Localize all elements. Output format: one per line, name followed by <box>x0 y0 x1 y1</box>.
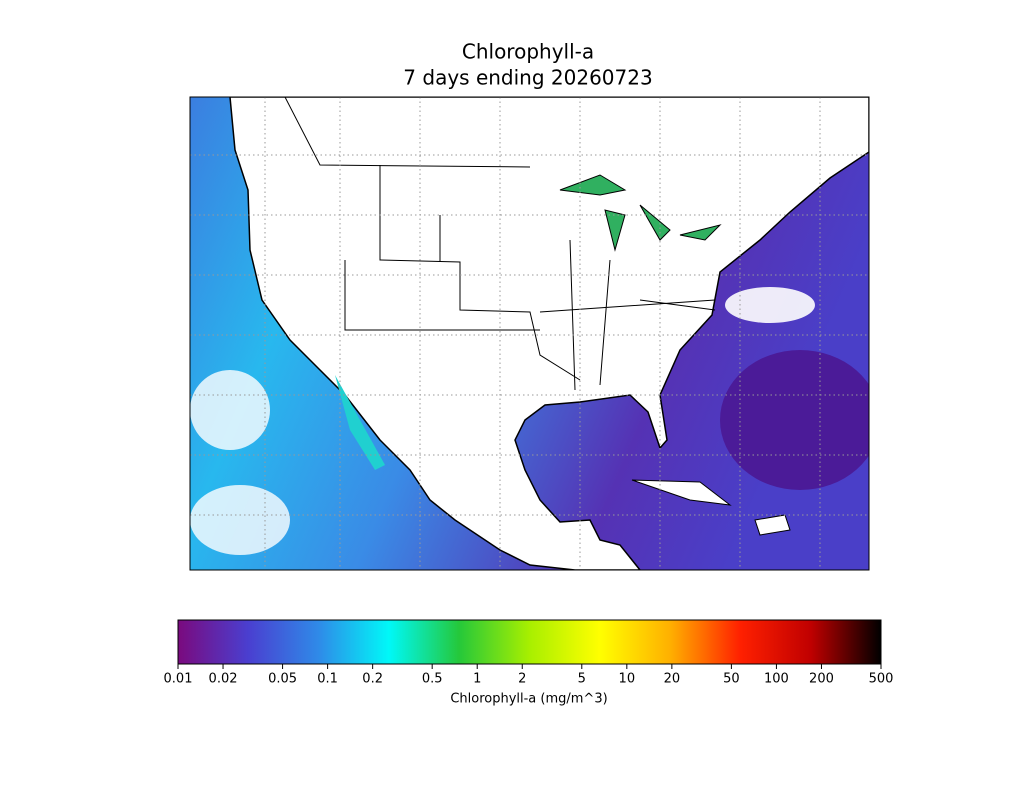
colorbar-tick-label: 100 <box>764 672 789 687</box>
colorbar-tick-label: 200 <box>809 672 834 687</box>
colorbar: 0.01 0.02 0.05 0.1 0.2 0.5 1 2 5 10 20 50 100 200 500 <box>164 619 894 687</box>
cloud <box>190 485 290 555</box>
cuba <box>631 479 732 506</box>
hispaniola <box>754 514 791 536</box>
map-frame <box>189 96 870 571</box>
colorbar-tick-label: 0.02 <box>209 672 238 687</box>
colorbar-tick-label: 2 <box>518 672 526 687</box>
cloud <box>725 287 815 323</box>
map <box>190 97 869 570</box>
colorbar-label: Chlorophyll-a (mg/m^3) <box>450 692 607 707</box>
colorbar-fill <box>177 619 882 665</box>
low-chl-area <box>720 350 869 490</box>
borders <box>284 97 716 391</box>
gulf-of-california <box>335 375 385 470</box>
title-line: Chlorophyll-a <box>462 40 594 64</box>
colorbar-tick-label: 10 <box>619 672 636 687</box>
title-line: 7 days ending 20260723 <box>403 66 652 90</box>
colorbar-tick-label: 0.01 <box>164 672 193 687</box>
colorbar-tick-label: 500 <box>869 672 894 687</box>
colorbar-tick-label: 0.5 <box>422 672 443 687</box>
colorbar-tick-label: 1 <box>473 672 481 687</box>
colorbar-tick-label: 0.05 <box>268 672 297 687</box>
great-lakes <box>559 174 722 252</box>
land <box>229 97 869 570</box>
colorbar-tick-label: 50 <box>723 672 740 687</box>
colorbar-tick-label: 0.1 <box>317 672 338 687</box>
colorbar-tick-label: 20 <box>664 672 681 687</box>
colorbar-tick-label: 0.2 <box>362 672 383 687</box>
cloud <box>190 370 270 450</box>
colorbar-tick-label: 5 <box>578 672 586 687</box>
